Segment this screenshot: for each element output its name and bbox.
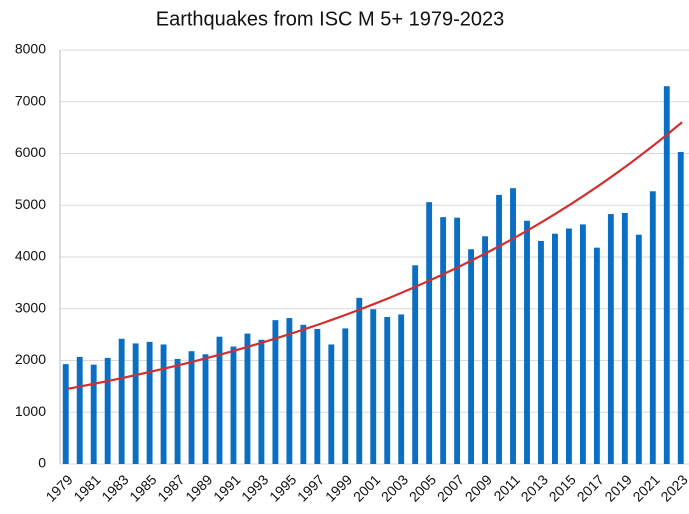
bar bbox=[160, 344, 167, 464]
bar bbox=[398, 314, 405, 464]
bar bbox=[342, 328, 349, 464]
bar bbox=[607, 214, 614, 464]
bar bbox=[426, 202, 433, 464]
x-tick-label: 1981 bbox=[70, 471, 103, 504]
bar bbox=[286, 318, 293, 464]
x-tick-label: 1989 bbox=[182, 471, 215, 504]
bar bbox=[104, 357, 111, 464]
x-tick-label: 1985 bbox=[126, 471, 159, 504]
x-tick-label: 2019 bbox=[601, 471, 634, 504]
y-tick-label: 5000 bbox=[15, 196, 46, 212]
y-tick-label: 8000 bbox=[15, 41, 46, 57]
x-tick-label: 2001 bbox=[350, 471, 383, 504]
bar bbox=[244, 333, 251, 464]
y-tick-label: 2000 bbox=[15, 351, 46, 367]
bar bbox=[132, 343, 139, 464]
x-tick-label: 2021 bbox=[629, 471, 662, 504]
bar bbox=[454, 217, 461, 464]
bar bbox=[565, 228, 572, 464]
x-tick-label: 1999 bbox=[322, 471, 355, 504]
bar bbox=[356, 297, 363, 464]
y-tick-label: 1000 bbox=[15, 403, 46, 419]
x-tick-label: 2023 bbox=[657, 471, 689, 504]
bar bbox=[174, 358, 181, 464]
trend-line bbox=[66, 121, 683, 391]
x-tick-label: 1991 bbox=[210, 471, 243, 504]
x-tick-label: 2013 bbox=[518, 471, 551, 504]
x-tick-label: 1983 bbox=[98, 471, 131, 504]
bar bbox=[384, 317, 391, 464]
bar bbox=[649, 191, 656, 464]
bar bbox=[593, 247, 600, 464]
bar bbox=[621, 213, 628, 464]
bar bbox=[146, 341, 153, 464]
y-tick-label: 7000 bbox=[15, 92, 46, 108]
bar bbox=[663, 86, 670, 464]
bar bbox=[62, 364, 69, 464]
y-tick-label: 4000 bbox=[15, 248, 46, 264]
bar bbox=[76, 356, 83, 464]
bar bbox=[328, 344, 335, 464]
bar bbox=[552, 233, 558, 464]
bar bbox=[412, 265, 419, 464]
x-tick-label: 1993 bbox=[238, 471, 271, 504]
bar bbox=[677, 151, 684, 464]
x-tick-label: 2017 bbox=[574, 471, 607, 504]
bar bbox=[90, 364, 97, 464]
bar bbox=[272, 320, 279, 464]
y-tick-label: 6000 bbox=[15, 144, 46, 160]
bar bbox=[635, 234, 642, 464]
bar bbox=[314, 328, 321, 464]
bar bbox=[482, 236, 488, 464]
bar bbox=[216, 336, 223, 464]
x-tick-label: 2007 bbox=[434, 471, 467, 504]
x-tick-label: 2005 bbox=[406, 471, 439, 504]
x-tick-label: 1987 bbox=[154, 471, 187, 504]
y-tick-label: 3000 bbox=[15, 299, 46, 315]
x-tick-label: 1995 bbox=[266, 471, 299, 504]
bar bbox=[496, 194, 502, 464]
bar bbox=[579, 224, 586, 464]
x-tick-label: 1997 bbox=[294, 471, 327, 504]
x-tick-label: 2003 bbox=[378, 471, 411, 504]
bar bbox=[370, 309, 377, 464]
bar bbox=[468, 249, 475, 464]
bar bbox=[538, 240, 544, 464]
x-tick-label: 1979 bbox=[42, 471, 75, 504]
bar bbox=[118, 338, 125, 464]
bar bbox=[300, 324, 307, 464]
chart-title: Earthquakes from ISC M 5+ 1979-2023 bbox=[156, 8, 505, 30]
bar bbox=[202, 354, 209, 464]
x-tick-label: 2011 bbox=[490, 471, 523, 504]
x-tick-label: 2009 bbox=[462, 471, 495, 504]
bar bbox=[524, 220, 530, 464]
x-tick-label: 2015 bbox=[546, 471, 579, 504]
y-tick-label: 0 bbox=[38, 455, 46, 471]
bar bbox=[510, 188, 516, 465]
bar bbox=[230, 346, 237, 464]
bar bbox=[188, 351, 195, 464]
bar bbox=[258, 339, 265, 464]
bar bbox=[440, 217, 447, 464]
